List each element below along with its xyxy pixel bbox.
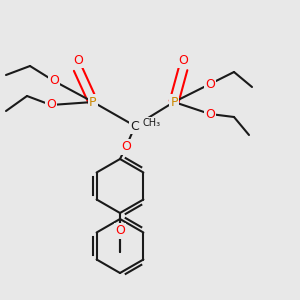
Text: P: P	[170, 95, 178, 109]
Text: O: O	[49, 74, 59, 88]
Text: O: O	[46, 98, 56, 112]
Text: P: P	[89, 95, 97, 109]
Text: O: O	[205, 77, 215, 91]
Text: C: C	[130, 119, 140, 133]
Text: O: O	[205, 107, 215, 121]
Text: O: O	[121, 140, 131, 154]
Text: O: O	[115, 224, 125, 238]
Text: O: O	[178, 53, 188, 67]
Text: O: O	[73, 53, 83, 67]
Text: CH₃: CH₃	[142, 118, 160, 128]
